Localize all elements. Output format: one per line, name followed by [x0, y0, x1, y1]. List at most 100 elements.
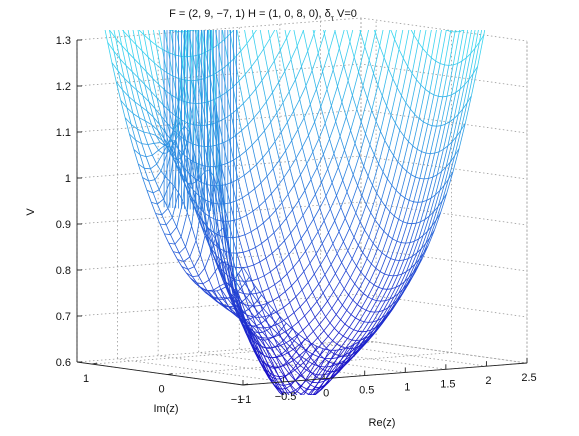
mesh-line-x [262, 149, 270, 158]
mesh-line-x [148, 101, 156, 109]
mesh-line-y [283, 177, 289, 195]
mesh-line-x [318, 358, 325, 367]
mesh-line-y [361, 307, 367, 311]
mesh-line-x [333, 281, 341, 293]
mesh-line-x [443, 161, 451, 186]
mesh-line-y [370, 212, 376, 221]
mesh-line-x [316, 369, 324, 378]
mesh-line-y [279, 339, 284, 345]
mesh-line-y [132, 113, 138, 130]
mesh-line-y [407, 222, 412, 225]
mesh-line-y [336, 195, 342, 208]
mesh-line-x [246, 34, 254, 44]
mesh-line-y [138, 117, 144, 133]
mesh-line-y [276, 311, 283, 322]
mesh-line-y [351, 339, 357, 341]
mesh-line-x [276, 102, 284, 114]
mesh-line-x [374, 300, 382, 313]
mesh-line-y [280, 132, 286, 151]
mesh-line-y [258, 317, 264, 329]
mesh-line-y [291, 326, 297, 336]
mesh-line-x [270, 266, 277, 273]
mesh-line-x [460, 102, 468, 131]
mesh-line-y [438, 24, 442, 27]
mesh-line-y [251, 144, 257, 165]
mesh-line-y [201, 103, 207, 126]
mesh-line-x [380, 289, 388, 302]
mesh-line-x [285, 140, 293, 152]
mesh-line-y [342, 361, 348, 368]
mesh-line-y [343, 241, 349, 251]
mesh-line-y [286, 273, 292, 286]
mesh-line-x [303, 104, 311, 118]
y-tick-label: 1 [83, 373, 89, 385]
mesh-line-y [327, 300, 333, 309]
mesh-line-y [219, 286, 225, 298]
mesh-line-y [265, 101, 272, 123]
mesh-line-y [351, 202, 357, 214]
mesh-line-x [184, 30, 190, 127]
mesh-line-y [438, 95, 443, 98]
mesh-line-x [279, 378, 287, 389]
mesh-line-y [324, 123, 330, 140]
mesh-line-x [420, 200, 428, 222]
mesh-line-x [314, 106, 322, 123]
mesh-line-y [170, 234, 176, 245]
mesh-line-y [195, 209, 201, 223]
mesh-line-x [304, 179, 312, 191]
mesh-line-x [300, 163, 308, 175]
mesh-line-y [206, 229, 212, 253]
mesh-line-y [197, 213, 203, 221]
mesh-line-y [359, 320, 365, 323]
mesh-line-y [295, 79, 301, 100]
mesh-line-y [333, 153, 339, 168]
mesh-line-x [188, 172, 196, 179]
mesh-line-y [396, 87, 402, 96]
mesh-line-x [367, 0, 373, 5]
mesh-line-y [237, 300, 243, 315]
mesh-line-x [455, 61, 463, 93]
mesh-line-x [348, 317, 356, 328]
mesh-line-x [295, 289, 303, 298]
mesh-line-y [357, 245, 364, 253]
mesh-line-x [435, 200, 443, 221]
mesh-line-y [137, 129, 143, 144]
mesh-line-y [287, 317, 293, 328]
mesh-line-x [246, 297, 254, 306]
mesh-line-y [146, 190, 152, 203]
mesh-line-x [372, 225, 380, 244]
mesh-line-y [405, 18, 409, 27]
mesh-line-y [187, 182, 192, 185]
mesh-line-x [246, 210, 254, 216]
mesh-line-y [245, 325, 251, 337]
mesh-line-x [108, 30, 110, 31]
mesh-line-y [162, 49, 168, 73]
mesh-line-x [259, 257, 267, 263]
mesh-line-y [140, 106, 146, 122]
mesh-line-y [306, 342, 312, 351]
mesh-line-x [298, 350, 306, 357]
mesh-line-y [200, 287, 206, 293]
mesh-line-y [357, 343, 363, 351]
mesh-line-x [155, 44, 163, 50]
mesh-line-x [370, 300, 377, 312]
mesh-line-y [386, 309, 392, 318]
mesh-line-y [434, 151, 440, 154]
mesh-line-y [153, 30, 157, 46]
mesh-line-x [451, 114, 459, 142]
mesh-line-x [353, 31, 361, 58]
mesh-line-y [308, 135, 314, 153]
mesh-line-y [414, 238, 419, 242]
mesh-line-x [343, 277, 351, 289]
mesh-line-y [305, 85, 311, 105]
mesh-line-x [468, 48, 476, 80]
mesh-line-x [343, 228, 350, 242]
mesh-line-x [402, 277, 410, 290]
mesh-line-y [393, 293, 399, 298]
mesh-line-x [458, 123, 466, 149]
mesh-line-y [255, 88, 261, 111]
mesh-line-y [310, 384, 315, 388]
mesh-line-y [250, 325, 256, 336]
mesh-line-y [122, 89, 128, 108]
mesh-line-y [272, 168, 278, 187]
